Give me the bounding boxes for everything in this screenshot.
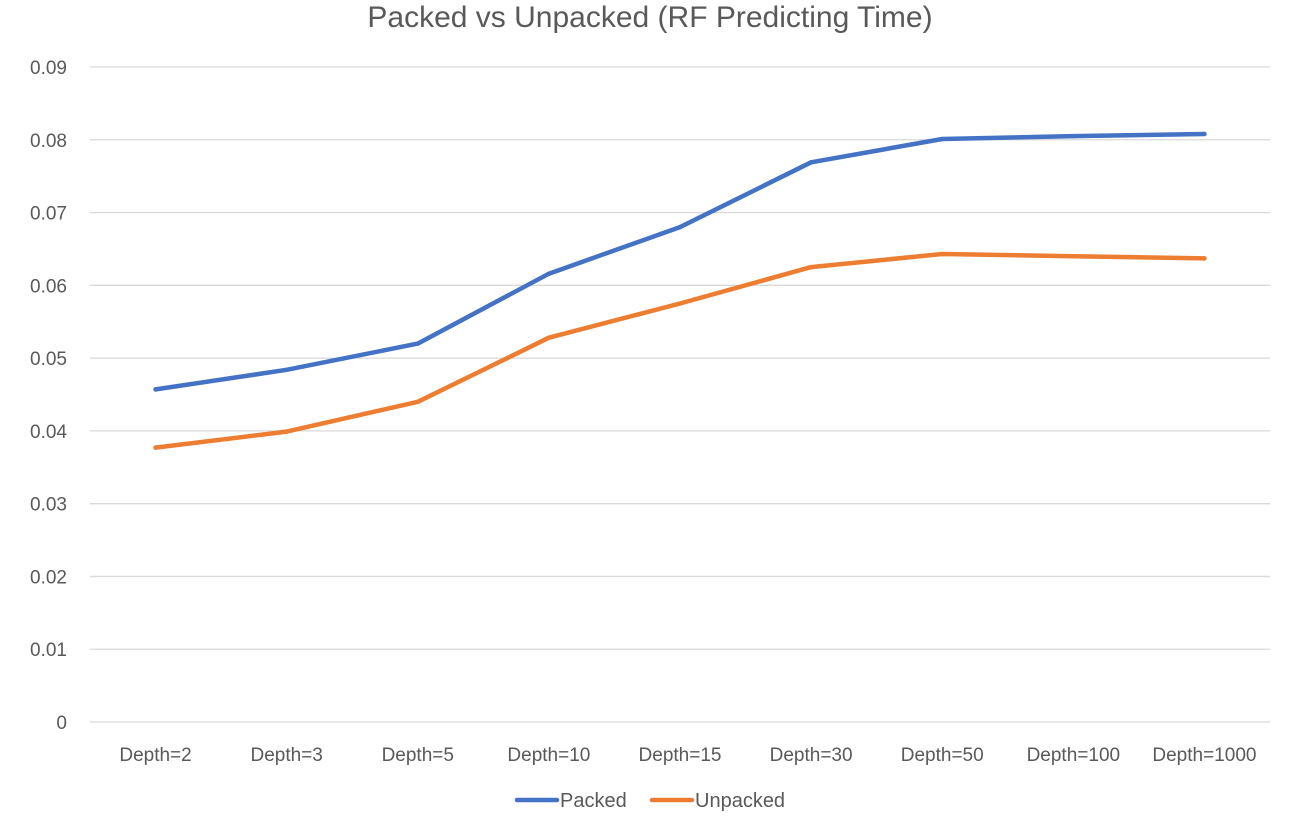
data-point-packed (940, 136, 945, 142)
data-point-packed (1071, 133, 1076, 139)
data-point-unpacked (940, 251, 945, 257)
x-tick-label: Depth=1000 (1152, 745, 1256, 766)
y-tick-label: 0.08 (30, 131, 67, 152)
x-tick-label: Depth=5 (382, 745, 454, 766)
data-point-packed (415, 341, 420, 346)
series-lines (153, 131, 1207, 450)
data-point-packed (808, 160, 814, 165)
x-tick-label: Depth=100 (1027, 745, 1121, 766)
x-tick-label: Depth=3 (250, 745, 322, 766)
y-tick-label: 0 (56, 713, 67, 734)
y-axis-ticks: 0 0.01 0.02 0.03 0.04 0.05 0.06 0.07 0.08 0.09 (30, 58, 67, 734)
data-point-unpacked (153, 445, 158, 450)
data-point-unpacked (1202, 256, 1207, 261)
x-tick-label: Depth=10 (507, 745, 590, 766)
y-tick-label: 0.09 (30, 58, 67, 79)
data-point-unpacked (284, 429, 289, 434)
y-tick-label: 0.05 (30, 349, 67, 370)
data-point-unpacked (808, 264, 814, 270)
data-point-unpacked (546, 335, 552, 340)
data-point-packed (1202, 131, 1207, 137)
y-tick-label: 0.04 (30, 422, 67, 443)
legend-label-packed: Packed (560, 790, 627, 812)
series-line-packed (153, 131, 1207, 392)
data-point-packed (153, 387, 158, 392)
x-tick-label: Depth=50 (901, 745, 984, 766)
legend: Packed Unpacked (514, 790, 785, 812)
legend-label-unpacked: Unpacked (695, 790, 785, 812)
x-axis-ticks: Depth=2 Depth=3 Depth=5 Depth=10 Depth=15 Dep… (119, 745, 1256, 766)
data-point-unpacked (677, 301, 683, 306)
x-tick-label: Depth=2 (119, 745, 191, 766)
data-point-unpacked (415, 399, 420, 404)
data-point-unpacked (1071, 254, 1076, 259)
y-tick-label: 0.01 (30, 640, 67, 661)
gridlines (90, 66, 1270, 723)
data-point-packed (546, 271, 552, 276)
data-point-packed (284, 367, 289, 372)
series-line-unpacked (153, 251, 1207, 450)
chart-title: Packed vs Unpacked (RF Predicting Time) (367, 1, 933, 34)
y-tick-label: 0.07 (30, 204, 67, 225)
x-tick-label: Depth=15 (639, 745, 722, 766)
y-tick-label: 0.06 (30, 276, 67, 297)
data-point-packed (677, 224, 683, 230)
y-tick-label: 0.03 (30, 495, 67, 516)
x-tick-label: Depth=30 (770, 745, 853, 766)
y-tick-label: 0.02 (30, 567, 67, 588)
